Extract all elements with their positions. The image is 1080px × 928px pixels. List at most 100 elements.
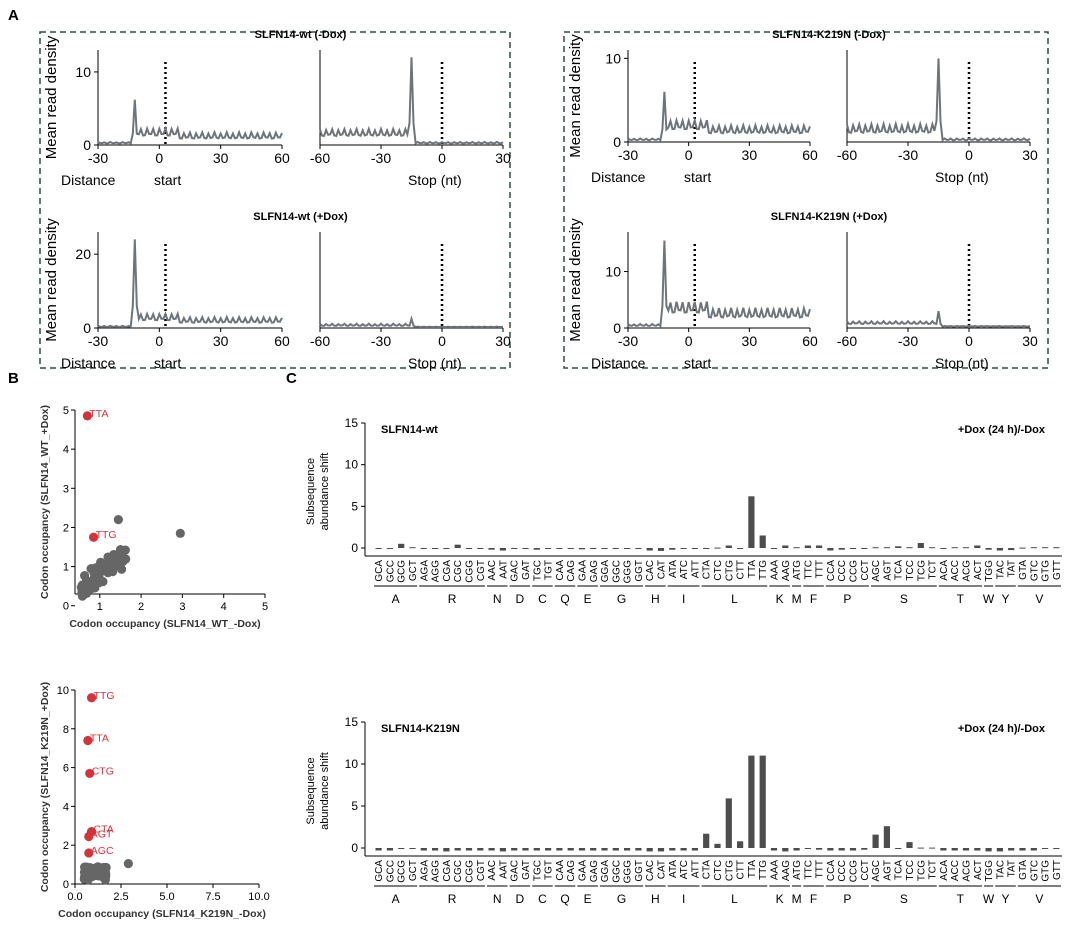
panel-c-bar	[601, 848, 608, 851]
panel-c-codon-label: AGC	[871, 560, 882, 582]
panel-c-codon-label: CCT	[860, 860, 871, 881]
panel-c-amino-label: H	[651, 892, 660, 906]
panel-c-codon-label: ACA	[939, 860, 950, 881]
panel-c-bar	[895, 546, 902, 548]
panel-c-codon-label: GAT	[521, 560, 532, 580]
panel-c-codon-label: GAA	[578, 860, 589, 881]
panel-c-amino-label: N	[493, 892, 502, 906]
panel-c-bar	[409, 848, 416, 849]
panel-a-start-label: start	[684, 355, 711, 371]
panel-c-ylabel-line1: Subsequence	[305, 757, 317, 824]
panel-c-ytick-label: 15	[345, 416, 359, 430]
panel-b-xtick-label: 0.0	[67, 891, 82, 903]
panel-c-codon-label: TCG	[916, 560, 927, 581]
panel-c-bar	[940, 848, 947, 851]
panel-c-bar	[861, 548, 868, 549]
panel-c-amino-label: G	[617, 892, 626, 906]
panel-c-chart-title: SLFN14-wt	[381, 424, 438, 436]
panel-a-xtick-label: 0	[685, 333, 693, 349]
panel-c-amino-label: L	[731, 592, 738, 606]
panel-c-codon-label: CTC	[713, 860, 724, 881]
panel-c-bar	[849, 548, 857, 549]
panel-a-ytick-label: 0	[83, 137, 91, 153]
panel-c-amino-label: V	[1035, 592, 1043, 606]
panel-c-bar	[499, 848, 506, 852]
panel-c-bar	[962, 848, 970, 851]
panel-c-codon-label: TTA	[747, 860, 758, 878]
panel-b-ytick-label: 10	[57, 685, 69, 697]
panel-b-highlight-label: CTG	[92, 765, 114, 777]
panel-a-xtick-label: 0	[965, 333, 973, 349]
panel-c-codon-label: GCA	[374, 560, 385, 582]
panel-c-bar	[578, 548, 586, 550]
panel-c-amino-label: E	[584, 592, 592, 606]
panel-c-codon-label: GCT	[408, 560, 419, 581]
panel-b-xtick-label: 3	[179, 601, 185, 613]
panel-c-bar	[917, 543, 924, 548]
panel-c-codon-label: GCA	[374, 860, 385, 882]
panel-c-codon-label: GAC	[510, 560, 521, 582]
panel-a-box-0	[39, 31, 511, 369]
panel-c-codon-label: CGA	[442, 860, 453, 882]
panel-c-bar	[759, 755, 766, 848]
panel-c-codon-label: GAC	[510, 860, 521, 882]
panel-a-xtick-label: 60	[274, 150, 290, 166]
panel-c-amino-label: E	[584, 892, 592, 906]
panel-c-bar	[646, 548, 653, 551]
panel-b-point	[115, 544, 126, 555]
panel-c-bar	[488, 848, 495, 851]
panel-c-bar	[759, 535, 766, 548]
panel-c-codon-label: GGT	[634, 560, 645, 582]
panel-c-ylabel-line2: abundance shift	[319, 453, 331, 531]
panel-c-bar	[883, 826, 890, 848]
panel-c-bar	[522, 548, 529, 549]
panel-b-xtick-label: 1	[97, 601, 103, 613]
panel-c-bar	[1053, 547, 1060, 549]
panel-a-xtick-label: -30	[88, 150, 108, 166]
panel-c-bar	[725, 798, 732, 848]
panel-b-ylabel: Codon occupancy (SLFN14_K219N_+Dox)	[39, 682, 51, 892]
panel-a-ylabel: Mean read density	[567, 34, 584, 158]
panel-c-bar	[680, 548, 687, 549]
panel-c-codon-label: CGG	[465, 560, 476, 583]
panel-c-codon-label: CGT	[476, 560, 487, 581]
panel-c-bar	[545, 548, 552, 549]
panel-c-bar	[567, 548, 574, 549]
panel-c-bar	[974, 848, 981, 851]
panel-a-ytick-label: 0	[83, 320, 91, 336]
panel-c-codon-label: GCG	[397, 860, 408, 883]
panel-c-amino-label: R	[448, 892, 457, 906]
panel-c-codon-label: GAG	[589, 560, 600, 582]
panel-b-highlight-label: CTA	[94, 824, 114, 836]
panel-c-codon-label: CGC	[453, 560, 464, 582]
panel-a-xtick-label: -30	[898, 147, 918, 163]
panel-b-xlabel: Codon occupancy (SLFN14_K219N_-Dox)	[58, 908, 266, 920]
panel-b-xtick-label: 10.0	[248, 891, 269, 903]
panel-c-codon-label: AAA	[770, 860, 781, 880]
panel-c-codon-label: CCG	[849, 860, 860, 882]
panel-a-xtick-label: 30	[1022, 333, 1038, 349]
panel-c-bar	[545, 848, 552, 851]
panel-c-bar	[657, 548, 665, 551]
panel-b-highlight-label: AGC	[91, 845, 114, 857]
panel-a-ytick-label: 10	[75, 64, 91, 80]
panel-c-codon-label: AGG	[431, 860, 442, 882]
panel-c-amino-label: Y	[1002, 892, 1010, 906]
panel-a-xtick-label: -30	[88, 333, 108, 349]
panel-a-density-line	[846, 310, 1031, 328]
panel-b-ytick-label: 1	[63, 562, 69, 574]
panel-c-codon-label: TCC	[905, 560, 916, 581]
panel-c-bar	[454, 544, 461, 548]
panel-c-bar	[816, 848, 823, 850]
panel-b-ylabel: Codon occupancy (SLFN14_WT_+Dox)	[39, 405, 51, 599]
panel-c-ytick-label: 10	[345, 458, 359, 472]
panel-a-density-line	[97, 239, 283, 329]
panel-c-bar	[793, 848, 800, 851]
panel-c-codon-label: ACG	[962, 560, 973, 582]
panel-c-codon-label: CAT	[657, 860, 668, 879]
panel-a-xtick-label: 0	[438, 150, 446, 166]
panel-c-bar	[522, 848, 529, 851]
panel-a-distance-label: Distance	[61, 172, 116, 188]
panel-c-codon-label: GGA	[600, 560, 611, 583]
panel-a-xtick-label: 30	[1022, 147, 1038, 163]
